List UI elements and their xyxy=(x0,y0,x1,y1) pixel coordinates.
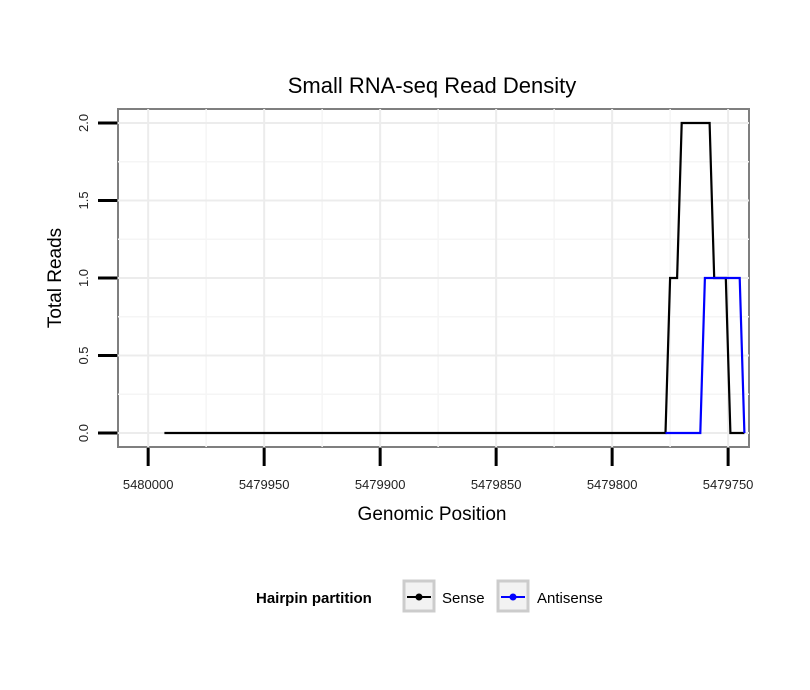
legend-dot-sense xyxy=(415,593,423,601)
y-tick-label: 2.0 xyxy=(76,114,91,132)
x-tick-label: 5479800 xyxy=(587,477,638,492)
x-axis: 5480000 5479950 5479900 5479850 5479800 54797… xyxy=(123,448,754,492)
legend: Hairpin partition Sense Antisense xyxy=(256,579,603,613)
x-axis-title: Genomic Position xyxy=(358,504,507,525)
y-tick-label: 1.0 xyxy=(76,269,91,287)
x-tick-label: 5479850 xyxy=(471,477,522,492)
legend-dot-antisense xyxy=(509,593,517,601)
series-line-sense xyxy=(164,121,745,435)
x-tick-label: 5479950 xyxy=(239,477,290,492)
y-tick-label: 0.0 xyxy=(76,424,91,442)
legend-label-antisense: Antisense xyxy=(537,590,603,607)
y-tick-label: 0.5 xyxy=(76,346,91,364)
legend-item-antisense: Antisense xyxy=(496,579,603,613)
chart-title: Small RNA-seq Read Density xyxy=(288,73,577,98)
legend-item-sense: Sense xyxy=(402,579,485,613)
y-axis: 0.0 0.5 1.0 1.5 2.0 xyxy=(76,114,117,442)
legend-label-sense: Sense xyxy=(442,590,485,607)
legend-title: Hairpin partition xyxy=(256,590,372,607)
x-tick-label: 5479750 xyxy=(703,477,754,492)
series-line-antisense xyxy=(665,276,746,435)
x-tick-label: 5479900 xyxy=(355,477,406,492)
y-axis-title: Total Reads xyxy=(45,228,66,328)
y-tick-label: 1.5 xyxy=(76,191,91,209)
series-layer xyxy=(164,121,746,435)
x-tick-label: 5480000 xyxy=(123,477,174,492)
